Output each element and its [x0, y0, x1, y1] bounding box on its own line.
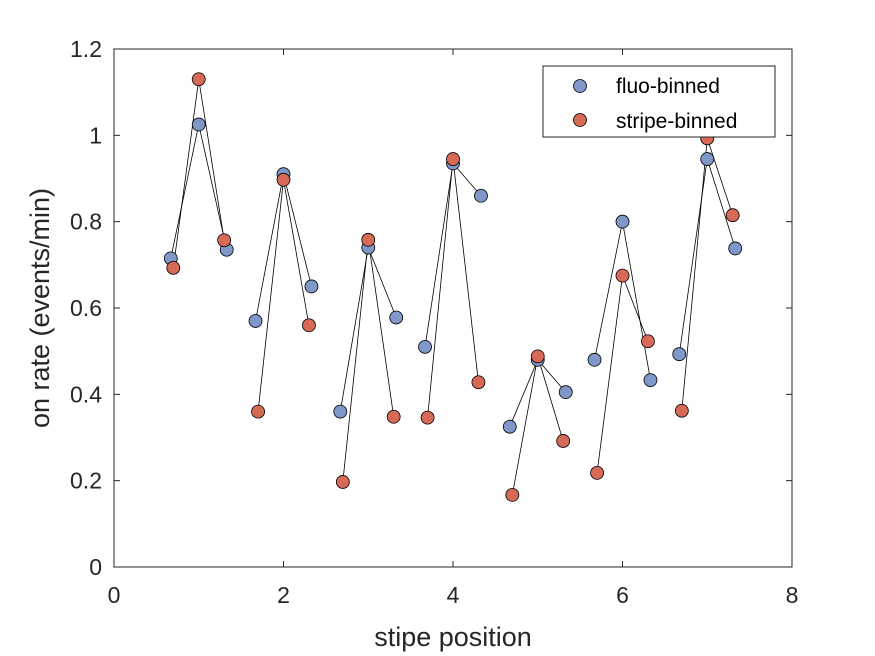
y-axis-label: on rate (events/min): [25, 188, 55, 428]
data-point-fluo-binned: [643, 373, 658, 387]
data-point-stripe-binned: [335, 475, 350, 489]
legend-label-fluo-binned: fluo-binned: [616, 75, 720, 98]
y-tick-label: 0.8: [70, 209, 102, 235]
data-point-stripe-binned: [725, 208, 740, 223]
data-point-fluo-binned: [502, 419, 517, 434]
x-tick-label: 4: [447, 582, 460, 608]
y-tick-label: 0.4: [70, 381, 102, 407]
x-tick-label: 0: [108, 582, 121, 608]
data-point-stripe-binned: [420, 410, 435, 425]
data-point-stripe-binned: [191, 72, 206, 87]
y-tick-label: 1.2: [70, 36, 102, 62]
data-point-stripe-binned: [674, 403, 689, 418]
data-point-fluo-binned: [558, 385, 573, 400]
legend-marker-stripe-binned: [573, 113, 587, 127]
data-point-fluo-binned: [248, 314, 263, 328]
legend-marker-fluo-binned: [573, 79, 587, 93]
data-point-fluo-binned: [418, 339, 432, 354]
data-point-fluo-binned: [672, 347, 687, 362]
data-point-fluo-binned: [304, 279, 319, 294]
data-point-fluo-binned: [333, 404, 348, 419]
x-axis-label: stipe position: [374, 622, 532, 652]
data-point-fluo-binned: [389, 310, 404, 325]
data-point-stripe-binned: [166, 260, 181, 275]
data-point-fluo-binned: [191, 117, 206, 132]
data-point-stripe-binned: [471, 375, 486, 390]
data-point-stripe-binned: [615, 268, 630, 283]
data-point-stripe-binned: [641, 334, 655, 349]
data-point-stripe-binned: [251, 404, 265, 419]
legend: fluo-binned stripe-binned: [542, 65, 776, 138]
data-point-fluo-binned: [474, 188, 488, 203]
data-point-stripe-binned: [386, 409, 401, 424]
data-point-fluo-binned: [728, 241, 743, 256]
data-point-stripe-binned: [217, 233, 232, 248]
data-points: [163, 72, 743, 502]
data-point-stripe-binned: [505, 488, 520, 502]
data-point-stripe-binned: [530, 349, 545, 364]
x-tick-label: 2: [277, 582, 290, 608]
data-point-stripe-binned: [556, 434, 571, 448]
y-axis-ticks: 0 0.2 0.4 0.6 0.8 1 1.2: [70, 36, 792, 580]
y-tick-label: 0.6: [70, 295, 102, 321]
data-point-fluo-binned: [700, 152, 715, 166]
data-point-fluo-binned: [587, 352, 602, 367]
y-tick-label: 0: [89, 554, 102, 580]
x-tick-label: 6: [616, 582, 629, 608]
y-tick-label: 1: [89, 122, 102, 148]
data-point-stripe-binned: [590, 465, 604, 480]
y-tick-label: 0.2: [70, 468, 102, 494]
x-axis-ticks: 0 2 4 6 8: [108, 49, 799, 608]
data-point-stripe-binned: [446, 152, 460, 166]
x-tick-label: 8: [786, 582, 799, 608]
data-point-stripe-binned: [276, 172, 291, 187]
data-point-stripe-binned: [302, 318, 316, 333]
data-point-fluo-binned: [615, 214, 630, 229]
data-point-stripe-binned: [361, 232, 376, 247]
legend-label-stripe-binned: stripe-binned: [616, 110, 737, 133]
